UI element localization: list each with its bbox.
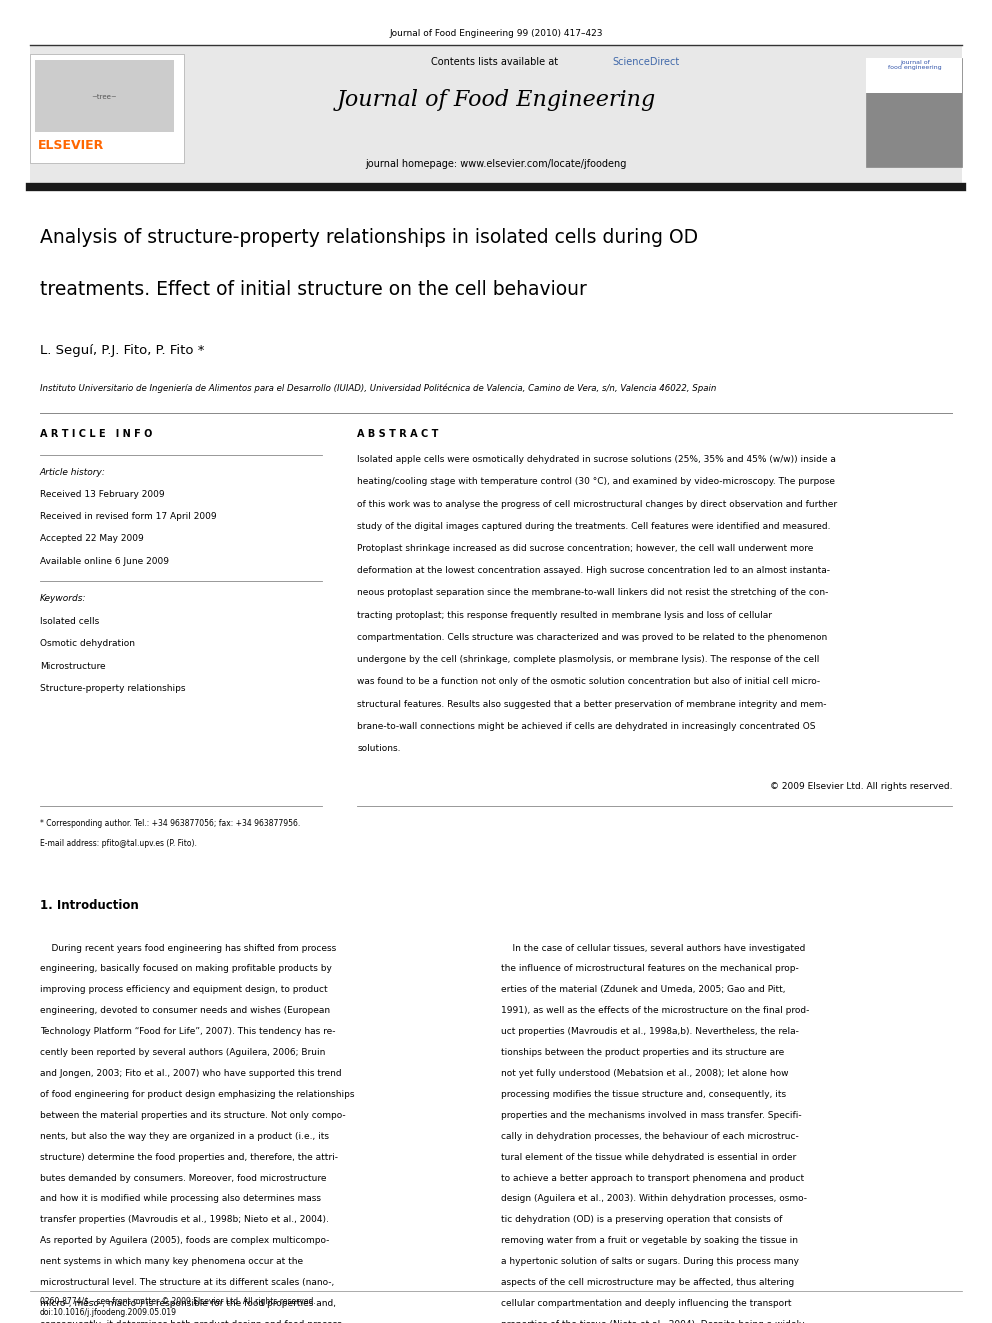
Text: Structure-property relationships: Structure-property relationships — [40, 684, 186, 693]
Text: microstructural level. The structure at its different scales (nano-,: microstructural level. The structure at … — [40, 1278, 334, 1287]
Text: ELSEVIER: ELSEVIER — [38, 139, 104, 152]
Text: doi:10.1016/j.jfoodeng.2009.05.019: doi:10.1016/j.jfoodeng.2009.05.019 — [40, 1308, 177, 1318]
Bar — [35, 60, 174, 132]
Text: cally in dehydration processes, the behaviour of each microstruc-: cally in dehydration processes, the beha… — [501, 1131, 799, 1140]
Text: tionships between the product properties and its structure are: tionships between the product properties… — [501, 1048, 785, 1057]
Text: was found to be a function not only of the osmotic solution concentration but al: was found to be a function not only of t… — [357, 677, 820, 687]
Text: cently been reported by several authors (Aguilera, 2006; Bruin: cently been reported by several authors … — [40, 1048, 325, 1057]
Text: Microstructure: Microstructure — [40, 662, 105, 671]
Text: engineering, basically focused on making profitable products by: engineering, basically focused on making… — [40, 964, 331, 974]
Text: processing modifies the tissue structure and, consequently, its: processing modifies the tissue structure… — [501, 1090, 786, 1099]
Text: Journal of Food Engineering: Journal of Food Engineering — [336, 89, 656, 111]
Text: solutions.: solutions. — [357, 744, 401, 753]
Text: compartmentation. Cells structure was characterized and was proved to be related: compartmentation. Cells structure was ch… — [357, 632, 827, 642]
Text: ~tree~: ~tree~ — [91, 94, 117, 99]
Text: cellular compartmentation and deeply influencing the transport: cellular compartmentation and deeply inf… — [501, 1299, 792, 1308]
Text: undergone by the cell (shrinkage, complete plasmolysis, or membrane lysis). The : undergone by the cell (shrinkage, comple… — [357, 655, 819, 664]
Bar — [866, 58, 962, 167]
Text: erties of the material (Zdunek and Umeda, 2005; Gao and Pitt,: erties of the material (Zdunek and Umeda… — [501, 986, 786, 995]
Text: uct properties (Mavroudis et al., 1998a,b). Nevertheless, the rela-: uct properties (Mavroudis et al., 1998a,… — [501, 1027, 799, 1036]
Text: treatments. Effect of initial structure on the cell behaviour: treatments. Effect of initial structure … — [40, 280, 586, 299]
Text: tural element of the tissue while dehydrated is essential in order: tural element of the tissue while dehydr… — [501, 1152, 797, 1162]
Text: Isolated apple cells were osmotically dehydrated in sucrose solutions (25%, 35% : Isolated apple cells were osmotically de… — [357, 455, 836, 464]
Text: the influence of microstructural features on the mechanical prop-: the influence of microstructural feature… — [501, 964, 799, 974]
Text: study of the digital images captured during the treatments. Cell features were i: study of the digital images captured dur… — [357, 521, 830, 531]
Text: properties of the tissue (Nieto et al., 2004). Despite being a widely: properties of the tissue (Nieto et al., … — [501, 1320, 805, 1323]
Text: properties and the mechanisms involved in mass transfer. Specifi-: properties and the mechanisms involved i… — [501, 1111, 802, 1119]
Text: removing water from a fruit or vegetable by soaking the tissue in: removing water from a fruit or vegetable… — [501, 1236, 798, 1245]
Text: and Jongen, 2003; Fito et al., 2007) who have supported this trend: and Jongen, 2003; Fito et al., 2007) who… — [40, 1069, 341, 1078]
Text: 1. Introduction: 1. Introduction — [40, 898, 139, 912]
Bar — [866, 58, 962, 93]
Text: journal homepage: www.elsevier.com/locate/jfoodeng: journal homepage: www.elsevier.com/locat… — [365, 159, 627, 169]
Text: Instituto Universitario de Ingeniería de Alimentos para el Desarrollo (IUIAD), U: Instituto Universitario de Ingeniería de… — [40, 384, 716, 393]
Text: A R T I C L E   I N F O: A R T I C L E I N F O — [40, 429, 152, 439]
Text: tracting protoplast; this response frequently resulted in membrane lysis and los: tracting protoplast; this response frequ… — [357, 611, 772, 619]
Text: In the case of cellular tissues, several authors have investigated: In the case of cellular tissues, several… — [501, 943, 806, 953]
Bar — [30, 46, 962, 183]
Text: 1991), as well as the effects of the microstructure on the final prod-: 1991), as well as the effects of the mic… — [501, 1007, 809, 1015]
Text: structural features. Results also suggested that a better preservation of membra: structural features. Results also sugges… — [357, 700, 826, 709]
Text: A B S T R A C T: A B S T R A C T — [357, 429, 438, 439]
Text: a hypertonic solution of salts or sugars. During this process many: a hypertonic solution of salts or sugars… — [501, 1257, 799, 1266]
Text: butes demanded by consumers. Moreover, food microstructure: butes demanded by consumers. Moreover, f… — [40, 1174, 326, 1183]
Text: not yet fully understood (Mebatsion et al., 2008); let alone how: not yet fully understood (Mebatsion et a… — [501, 1069, 789, 1078]
Text: Protoplast shrinkage increased as did sucrose concentration; however, the cell w: Protoplast shrinkage increased as did su… — [357, 544, 813, 553]
Text: Received in revised form 17 April 2009: Received in revised form 17 April 2009 — [40, 512, 216, 521]
Text: brane-to-wall connections might be achieved if cells are dehydrated in increasin: brane-to-wall connections might be achie… — [357, 722, 815, 730]
Text: nent systems in which many key phenomena occur at the: nent systems in which many key phenomena… — [40, 1257, 303, 1266]
Text: engineering, devoted to consumer needs and wishes (European: engineering, devoted to consumer needs a… — [40, 1007, 329, 1015]
Text: During recent years food engineering has shifted from process: During recent years food engineering has… — [40, 943, 336, 953]
Text: 0260-8774/$ - see front matter © 2009 Elsevier Ltd. All rights reserved.: 0260-8774/$ - see front matter © 2009 El… — [40, 1297, 315, 1306]
Text: L. Seguí, P.J. Fito, P. Fito *: L. Seguí, P.J. Fito, P. Fito * — [40, 344, 204, 357]
Text: Accepted 22 May 2009: Accepted 22 May 2009 — [40, 534, 144, 544]
Text: nents, but also the way they are organized in a product (i.e., its: nents, but also the way they are organiz… — [40, 1131, 328, 1140]
Text: Keywords:: Keywords: — [40, 594, 86, 603]
Text: structure) determine the food properties and, therefore, the attri-: structure) determine the food properties… — [40, 1152, 337, 1162]
Text: of this work was to analyse the progress of cell microstructural changes by dire: of this work was to analyse the progress… — [357, 500, 837, 508]
Text: Article history:: Article history: — [40, 468, 105, 478]
Text: Available online 6 June 2009: Available online 6 June 2009 — [40, 557, 169, 566]
Text: © 2009 Elsevier Ltd. All rights reserved.: © 2009 Elsevier Ltd. All rights reserved… — [770, 782, 952, 791]
Text: deformation at the lowest concentration assayed. High sucrose concentration led : deformation at the lowest concentration … — [357, 566, 830, 576]
Text: design (Aguilera et al., 2003). Within dehydration processes, osmo-: design (Aguilera et al., 2003). Within d… — [501, 1195, 806, 1204]
Text: Journal of Food Engineering 99 (2010) 417–423: Journal of Food Engineering 99 (2010) 41… — [389, 29, 603, 38]
Text: improving process efficiency and equipment design, to product: improving process efficiency and equipme… — [40, 986, 327, 995]
Text: Contents lists available at: Contents lists available at — [431, 57, 561, 67]
Text: Isolated cells: Isolated cells — [40, 617, 99, 626]
Text: Analysis of structure-property relationships in isolated cells during OD: Analysis of structure-property relations… — [40, 228, 697, 246]
Text: to achieve a better approach to transport phenomena and product: to achieve a better approach to transpor… — [501, 1174, 805, 1183]
Text: of food engineering for product design emphasizing the relationships: of food engineering for product design e… — [40, 1090, 354, 1099]
Text: * Corresponding author. Tel.: +34 963877056; fax: +34 963877956.: * Corresponding author. Tel.: +34 963877… — [40, 819, 300, 828]
Text: micro-, meso-, macro-) is responsible for the food properties and,: micro-, meso-, macro-) is responsible fo… — [40, 1299, 335, 1308]
Text: heating/cooling stage with temperature control (30 °C), and examined by video-mi: heating/cooling stage with temperature c… — [357, 478, 835, 487]
Text: journal of
food engineering: journal of food engineering — [888, 60, 941, 70]
Text: tic dehydration (OD) is a preserving operation that consists of: tic dehydration (OD) is a preserving ope… — [501, 1216, 783, 1224]
Text: transfer properties (Mavroudis et al., 1998b; Nieto et al., 2004).: transfer properties (Mavroudis et al., 1… — [40, 1216, 328, 1224]
Text: and how it is modified while processing also determines mass: and how it is modified while processing … — [40, 1195, 320, 1204]
Text: neous protoplast separation since the membrane-to-wall linkers did not resist th: neous protoplast separation since the me… — [357, 589, 828, 598]
Bar — [30, 54, 184, 163]
Text: aspects of the cell microstructure may be affected, thus altering: aspects of the cell microstructure may b… — [501, 1278, 795, 1287]
Text: ScienceDirect: ScienceDirect — [612, 57, 680, 67]
Text: Osmotic dehydration: Osmotic dehydration — [40, 639, 135, 648]
Text: consequently, it determines both product design and food process: consequently, it determines both product… — [40, 1320, 341, 1323]
Text: between the material properties and its structure. Not only compo-: between the material properties and its … — [40, 1111, 345, 1119]
Text: E-mail address: pfito@tal.upv.es (P. Fito).: E-mail address: pfito@tal.upv.es (P. Fit… — [40, 839, 196, 848]
Text: Technology Platform “Food for Life”, 2007). This tendency has re-: Technology Platform “Food for Life”, 200… — [40, 1027, 335, 1036]
Text: Received 13 February 2009: Received 13 February 2009 — [40, 490, 165, 499]
Text: As reported by Aguilera (2005), foods are complex multicompo-: As reported by Aguilera (2005), foods ar… — [40, 1236, 329, 1245]
